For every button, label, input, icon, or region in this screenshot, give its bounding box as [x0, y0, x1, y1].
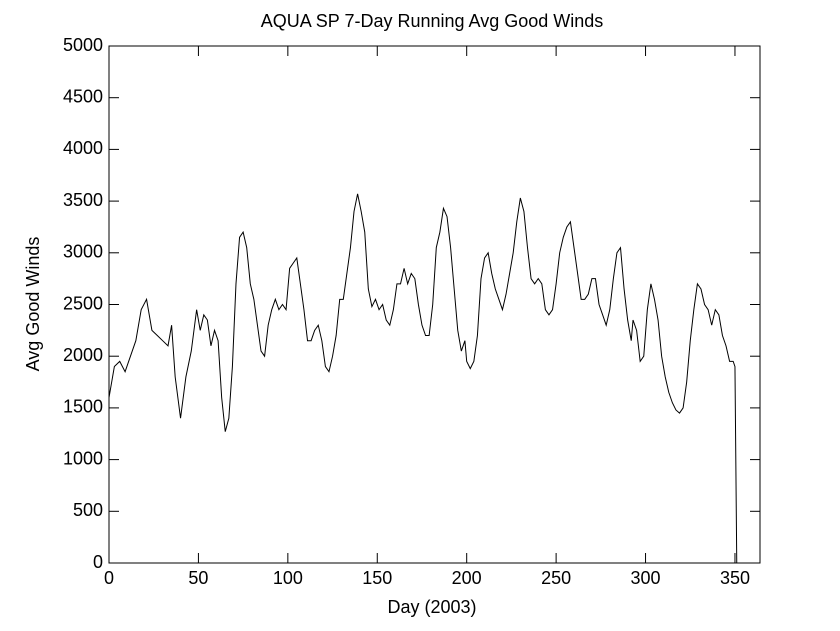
x-tick-label: 200 [452, 568, 482, 588]
x-tick-label: 0 [104, 568, 114, 588]
y-axis-label: Avg Good Winds [23, 237, 43, 372]
x-tick-label: 350 [720, 568, 750, 588]
plot-frame [108, 45, 761, 564]
y-tick-label: 2000 [63, 345, 103, 365]
y-tick-label: 1500 [63, 397, 103, 417]
x-tick-label: 300 [631, 568, 661, 588]
y-tick-label: 5000 [63, 35, 103, 55]
x-tick-label: 100 [273, 568, 303, 588]
y-tick-label: 0 [93, 552, 103, 572]
x-axis-label: Day (2003) [387, 597, 476, 617]
x-tick-label: 250 [541, 568, 571, 588]
data-line [108, 193, 738, 564]
x-tick-label: 150 [362, 568, 392, 588]
y-tick-label: 4000 [63, 138, 103, 158]
y-tick-label: 3500 [63, 190, 103, 210]
y-tick-label: 3000 [63, 242, 103, 262]
chart-title: AQUA SP 7-Day Running Avg Good Winds [261, 11, 604, 31]
y-tick-label: 4500 [63, 86, 103, 106]
x-tick-label: 50 [188, 568, 208, 588]
y-tick-label: 2500 [63, 293, 103, 313]
y-tick-label: 500 [73, 500, 103, 520]
y-tick-label: 1000 [63, 448, 103, 468]
